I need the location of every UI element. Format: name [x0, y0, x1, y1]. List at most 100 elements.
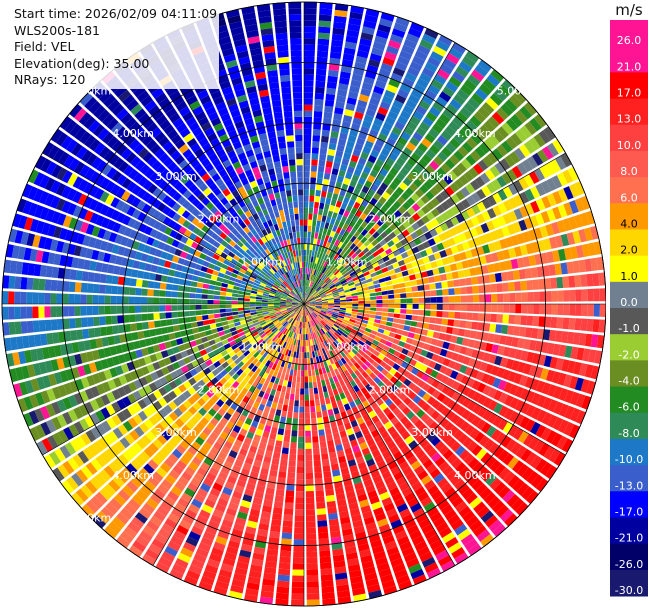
range-gate — [304, 86, 314, 93]
range-gate — [217, 574, 231, 584]
range-gate — [527, 292, 534, 302]
range-gate — [314, 195, 320, 203]
range-gate — [304, 302, 310, 304]
range-gate — [147, 404, 158, 415]
range-gate — [347, 360, 354, 368]
range-gate — [285, 355, 290, 363]
range-gate — [219, 300, 226, 304]
range-gate — [177, 393, 187, 403]
range-gate — [171, 311, 178, 318]
range-gate — [329, 357, 335, 365]
ray — [304, 304, 603, 364]
range-gate — [390, 257, 398, 264]
range-gate — [272, 343, 278, 350]
range-gate — [204, 412, 213, 422]
range-gate — [248, 337, 256, 344]
range-gate — [431, 399, 441, 410]
range-gate — [392, 524, 405, 535]
range-gate — [199, 349, 208, 357]
range-gate — [457, 128, 469, 141]
range-gate — [423, 358, 431, 366]
range-gate — [487, 152, 499, 164]
range-gate — [250, 329, 257, 335]
range-gate — [546, 369, 555, 382]
range-gate — [516, 162, 528, 176]
range-gate — [311, 165, 318, 172]
range-gate — [236, 368, 244, 376]
range-gate — [251, 365, 258, 373]
range-gate — [329, 284, 336, 289]
range-gate — [277, 332, 283, 339]
range-gate — [105, 404, 116, 416]
range-gate — [271, 457, 280, 466]
range-gate — [320, 574, 333, 582]
range-gate — [333, 475, 342, 483]
range-gate — [450, 245, 459, 255]
range-gate — [461, 386, 471, 397]
range-gate — [122, 420, 133, 432]
range-gate — [188, 461, 199, 472]
range-gate — [321, 135, 329, 143]
range-gate — [334, 339, 341, 346]
range-gate — [258, 390, 265, 398]
range-gate — [336, 95, 346, 103]
range-gate — [377, 247, 385, 254]
range-gate — [306, 587, 320, 594]
range-gate — [314, 309, 321, 313]
range-gate — [68, 293, 75, 304]
range-gate — [292, 302, 298, 304]
range-gate — [393, 471, 404, 481]
range-gate — [243, 532, 255, 541]
range-gate — [506, 118, 519, 131]
range-gate — [318, 26, 331, 34]
range-gate — [333, 407, 340, 415]
range-gate — [450, 335, 458, 344]
range-gate — [304, 50, 315, 57]
range-gate — [575, 393, 586, 408]
range-gate — [407, 66, 420, 77]
range-gate — [176, 338, 184, 346]
range-gate — [363, 343, 370, 350]
range-gate — [105, 447, 117, 460]
range-gate — [311, 147, 319, 154]
range-gate — [183, 380, 192, 390]
range-gate — [486, 220, 495, 231]
range-gate — [161, 523, 175, 535]
range-gate — [345, 308, 353, 312]
range-gate — [339, 309, 346, 313]
range-gate — [334, 322, 341, 327]
range-gate — [451, 352, 460, 361]
range-gate — [360, 337, 367, 343]
range-gate — [339, 307, 346, 311]
range-gate — [343, 286, 350, 291]
range-gate — [404, 435, 415, 445]
range-gate — [350, 372, 358, 380]
range-gate — [523, 217, 534, 230]
range-gate — [293, 332, 297, 339]
range-gate — [263, 327, 270, 333]
range-gate — [376, 227, 385, 235]
range-gate — [370, 296, 377, 300]
range-gate — [382, 271, 390, 278]
range-gate — [241, 409, 250, 417]
range-gate — [132, 260, 141, 269]
range-gate — [305, 478, 314, 486]
range-gate — [385, 340, 393, 348]
range-gate — [197, 343, 205, 351]
range-gate — [331, 237, 337, 245]
range-gate — [229, 340, 236, 347]
range-gate — [408, 94, 420, 105]
range-gate — [278, 325, 284, 331]
range-gate — [394, 308, 401, 314]
range-gate — [151, 454, 163, 466]
range-gate — [134, 455, 146, 467]
range-gate — [286, 300, 293, 303]
range-gate — [280, 416, 286, 424]
range-gate — [126, 463, 138, 475]
range-gate — [298, 309, 302, 315]
range-gate — [418, 100, 431, 111]
range-gate — [578, 333, 587, 346]
range-gate — [460, 210, 470, 221]
range-gate — [193, 269, 201, 276]
range-gate — [377, 342, 385, 349]
